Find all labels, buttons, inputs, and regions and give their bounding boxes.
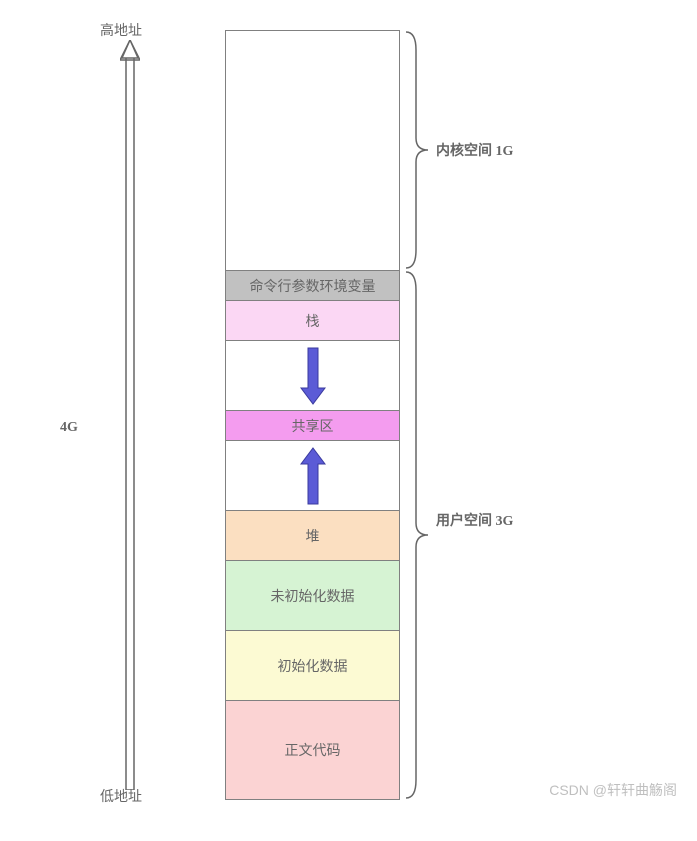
segment-heap: 堆 bbox=[226, 511, 399, 561]
segment-label-cmdline: 命令行参数环境变量 bbox=[250, 276, 376, 296]
segment-label-heap: 堆 bbox=[306, 526, 320, 546]
segment-stack: 栈 bbox=[226, 301, 399, 341]
segment-label-text: 正文代码 bbox=[285, 740, 341, 760]
segment-label-shared: 共享区 bbox=[292, 416, 334, 436]
address-arrow-up-icon bbox=[120, 40, 140, 790]
segment-text: 正文代码 bbox=[226, 701, 399, 799]
kernel-brace-icon bbox=[404, 30, 434, 275]
low-address-label: 低地址 bbox=[100, 786, 142, 806]
user-space-label: 用户空间 3G bbox=[436, 510, 513, 530]
segment-shared: 共享区 bbox=[226, 411, 399, 441]
segment-label-bss: 未初始化数据 bbox=[271, 586, 355, 606]
segment-gap1 bbox=[226, 341, 399, 411]
memory-layout: 命令行参数环境变量栈共享区堆未初始化数据初始化数据正文代码 bbox=[225, 30, 400, 800]
segment-gap2 bbox=[226, 441, 399, 511]
watermark-text: CSDN @轩轩曲觞阁 bbox=[549, 780, 677, 800]
segment-cmdline: 命令行参数环境变量 bbox=[226, 271, 399, 301]
user-brace-icon bbox=[404, 270, 434, 805]
segment-label-data: 初始化数据 bbox=[278, 656, 348, 676]
segment-data: 初始化数据 bbox=[226, 631, 399, 701]
segment-bss: 未初始化数据 bbox=[226, 561, 399, 631]
address-axis: 高地址 低地址 bbox=[90, 20, 180, 800]
arrow-down-icon bbox=[300, 346, 326, 406]
high-address-label: 高地址 bbox=[100, 20, 142, 40]
total-size-label: 4G bbox=[60, 420, 78, 436]
kernel-space-label: 内核空间 1G bbox=[436, 140, 513, 160]
segment-kernel bbox=[226, 31, 399, 271]
arrow-up-icon bbox=[300, 446, 326, 506]
diagram-root: 高地址 低地址 4G 命令行参数环境变量栈共享区堆未初始化数据初始化数据正文代码… bbox=[0, 20, 697, 810]
segment-label-stack: 栈 bbox=[306, 311, 320, 331]
